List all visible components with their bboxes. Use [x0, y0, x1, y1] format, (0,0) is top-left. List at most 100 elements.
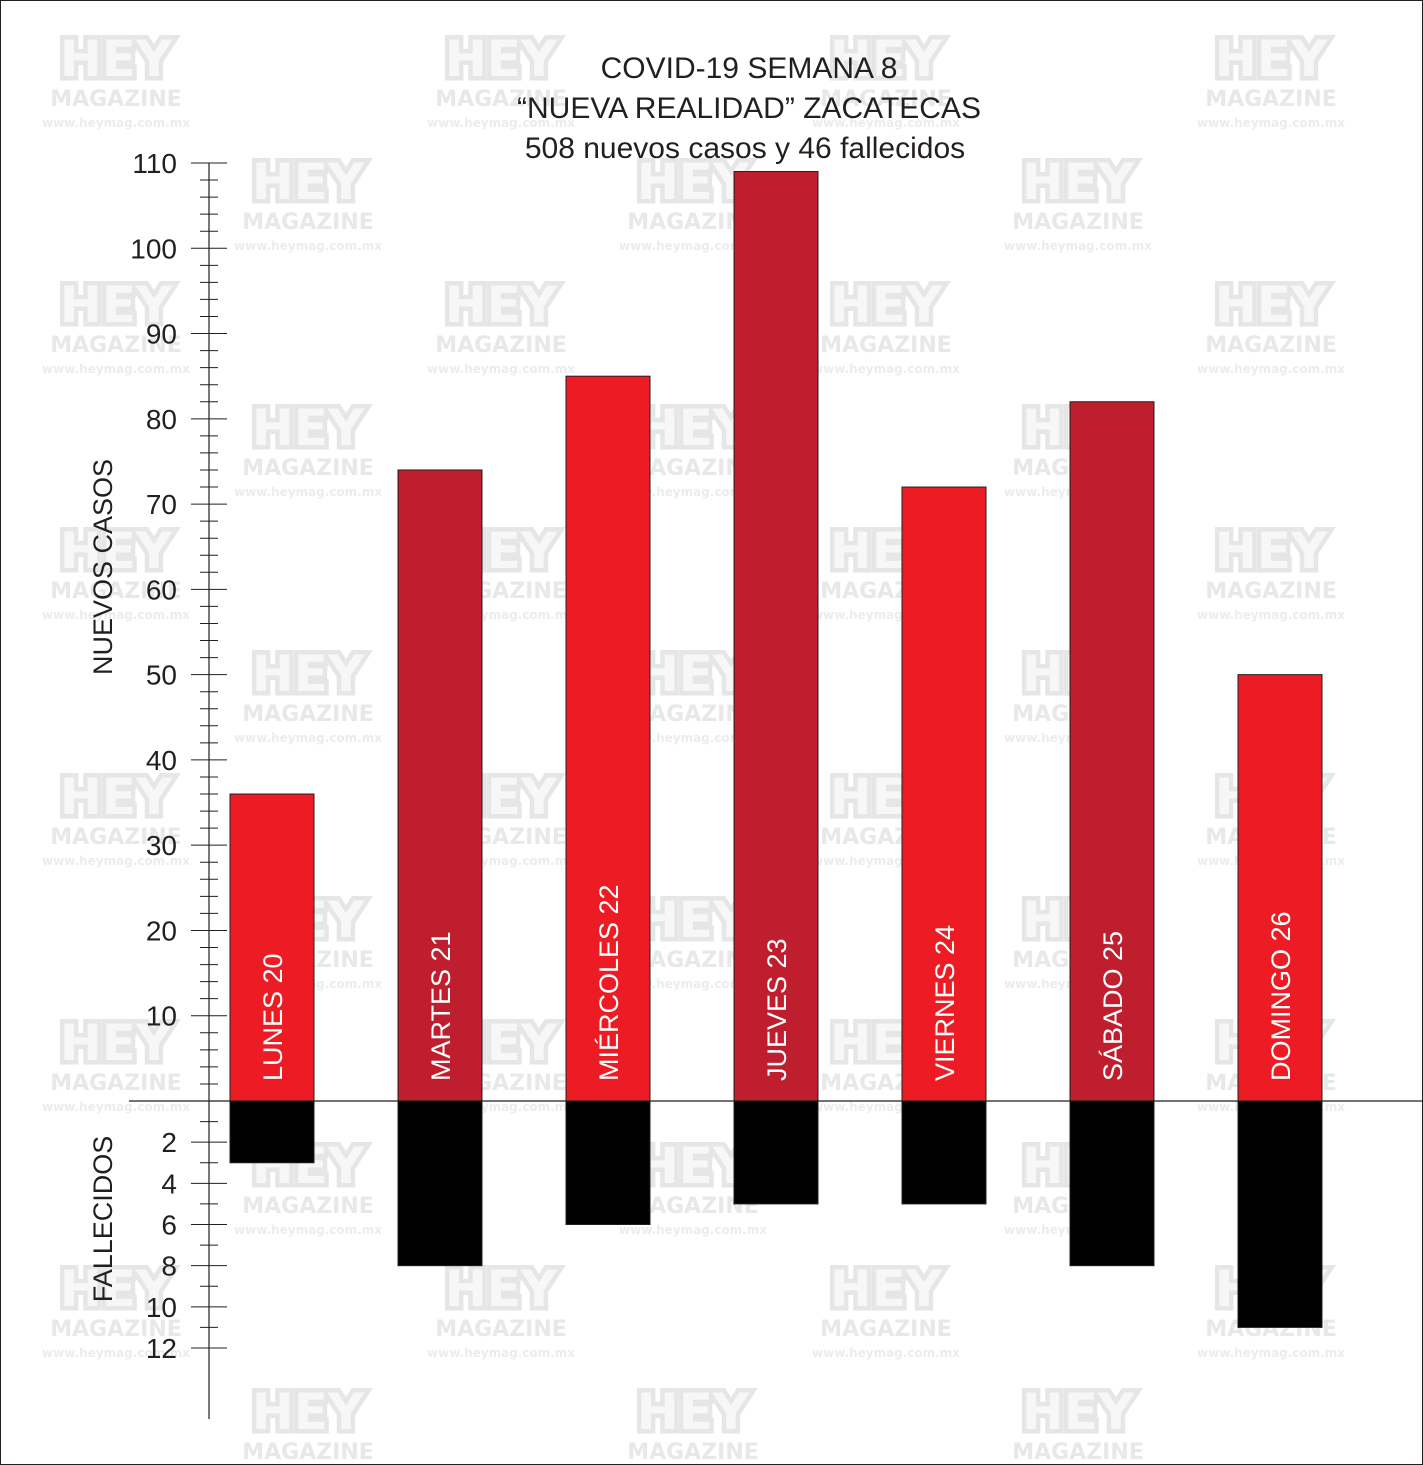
watermark-logo: HEY — [1215, 522, 1328, 580]
y-tick-label-cases: 50 — [146, 660, 177, 691]
watermark-logo-fill: HEY — [252, 153, 365, 211]
bar-cases — [1069, 401, 1155, 1102]
watermark-url: www.heymag.com.mx — [234, 731, 382, 745]
watermark-logo-fill: HEY — [1215, 522, 1328, 580]
watermark-subtitle: MAGAZINE — [50, 825, 182, 850]
bar-deaths — [229, 1100, 315, 1164]
watermark-logo-fill: HEY — [1215, 276, 1328, 334]
watermark-logo-fill: HEY — [60, 1260, 173, 1318]
watermark-logo-fill: HEY — [445, 30, 558, 88]
y-tick-label-cases: 10 — [146, 1001, 177, 1032]
watermark-logo-fill: HEY — [60, 30, 173, 88]
y-tick-label-cases: 20 — [146, 915, 177, 946]
watermark-url: www.heymag.com.mx — [619, 977, 767, 991]
watermark-url: www.heymag.com.mx — [234, 1223, 382, 1237]
watermark-logo: HEY — [60, 1014, 173, 1072]
y-tick-label-cases: 90 — [146, 319, 177, 350]
bar-deaths — [733, 1100, 819, 1205]
watermark-subtitle: MAGAZINE — [50, 333, 182, 358]
watermark-logo: HEY — [1022, 153, 1135, 211]
y-tick-label-deaths: 8 — [161, 1251, 177, 1282]
y-tick-label-deaths: 4 — [161, 1168, 177, 1199]
category-label: DOMINGO 26 — [1266, 911, 1296, 1081]
watermark-logo-fill: HEY — [60, 768, 173, 826]
title-line-1: COVID-19 SEMANA 8 — [601, 52, 898, 85]
watermark-logo: HEY — [252, 399, 365, 457]
watermark-url: www.heymag.com.mx — [619, 731, 767, 745]
watermark-url: www.heymag.com.mx — [812, 1346, 960, 1360]
bar-cases — [565, 375, 651, 1102]
watermark-logo-fill: HEY — [637, 645, 750, 703]
title-line-2: “NUEVA REALIDAD” ZACATECAS — [517, 92, 981, 125]
watermark-url: www.heymag.com.mx — [42, 1100, 190, 1114]
watermark-subtitle: MAGAZINE — [50, 579, 182, 604]
bar-deaths — [1069, 1100, 1155, 1267]
watermark-url: www.heymag.com.mx — [42, 362, 190, 376]
bars-layer: LUNES 20 MARTES 21 MIÉRCOLES 22 JUEVES 23 VI… — [229, 171, 1323, 1328]
watermark-subtitle: MAGAZINE — [820, 87, 952, 112]
watermark-logo-fill: HEY — [445, 276, 558, 334]
y-tick-label-deaths: 2 — [161, 1127, 177, 1158]
watermark-subtitle: MAGAZINE — [1012, 1440, 1144, 1464]
watermark-logo-fill: HEY — [830, 1260, 943, 1318]
watermark-logo-fill: HEY — [830, 276, 943, 334]
category-label: MARTES 21 — [426, 931, 456, 1081]
watermark-logo-fill: HEY — [637, 1383, 750, 1441]
bar-cases — [229, 793, 315, 1102]
watermark-subtitle: MAGAZINE — [242, 1194, 374, 1219]
watermark-subtitle: MAGAZINE — [435, 333, 567, 358]
y-tick-label-cases: 100 — [130, 233, 177, 264]
bar-deaths — [565, 1100, 651, 1225]
watermark-logo: HEY — [830, 30, 943, 88]
y-tick-label-cases: 40 — [146, 745, 177, 776]
y-tick-label-cases: 80 — [146, 404, 177, 435]
watermark-logo: HEY — [830, 1260, 943, 1318]
y-tick-label-cases: 110 — [132, 148, 177, 179]
watermark-subtitle: MAGAZINE — [50, 1317, 182, 1342]
watermark-logo-fill: HEY — [60, 276, 173, 334]
bar-cases — [901, 486, 987, 1102]
watermark-subtitle: MAGAZINE — [242, 456, 374, 481]
watermark-logo-fill: HEY — [60, 522, 173, 580]
category-label: SÁBADO 25 — [1098, 931, 1128, 1081]
watermark-logo: HEY — [60, 1260, 173, 1318]
watermark-url: www.heymag.com.mx — [427, 362, 575, 376]
category-label: LUNES 20 — [258, 953, 288, 1081]
watermark-url: www.heymag.com.mx — [1197, 608, 1345, 622]
y-tick-label-deaths: 12 — [146, 1333, 177, 1364]
watermark-subtitle: MAGAZINE — [50, 1071, 182, 1096]
watermark-logo-fill: HEY — [637, 1137, 750, 1195]
bar-deaths — [397, 1100, 483, 1267]
watermark-logo: HEY — [445, 276, 558, 334]
watermark-url: www.heymag.com.mx — [42, 854, 190, 868]
watermark-subtitle: MAGAZINE — [820, 1317, 952, 1342]
watermark-url: www.heymag.com.mx — [812, 362, 960, 376]
watermark-subtitle: MAGAZINE — [50, 87, 182, 112]
watermark-logo-fill: HEY — [637, 153, 750, 211]
bar-cases — [733, 171, 819, 1102]
watermark-logo: HEY — [60, 768, 173, 826]
watermark-subtitle: MAGAZINE — [1205, 333, 1337, 358]
watermark-logo: HEY — [252, 153, 365, 211]
watermark-logo-fill: HEY — [1215, 30, 1328, 88]
watermark-logo: HEY — [60, 522, 173, 580]
watermark-subtitle: MAGAZINE — [820, 333, 952, 358]
watermark-url: www.heymag.com.mx — [1004, 239, 1152, 253]
y-tick-label-cases: 60 — [146, 574, 177, 605]
